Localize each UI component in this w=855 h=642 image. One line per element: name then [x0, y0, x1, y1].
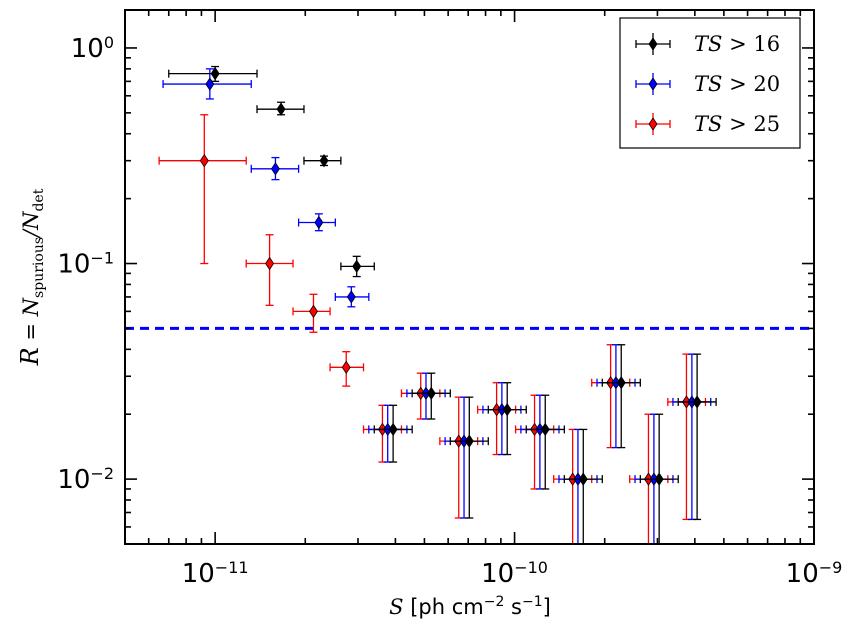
y-label-eq: = N: [19, 297, 43, 347]
x-label-mid: s: [504, 595, 522, 619]
x-tick-base: 10: [481, 559, 514, 589]
data-point: [616, 375, 626, 390]
legend-label: TS > 16: [694, 32, 780, 56]
data-point: [270, 162, 280, 176]
legend-label-ts: TS: [694, 112, 722, 136]
data-point: [210, 66, 220, 81]
x-label-end: ]: [543, 595, 551, 619]
y-tick-exp: −2: [90, 464, 114, 483]
series-ts16: [168, 65, 717, 544]
data-point: [346, 290, 356, 304]
x-label-var: S: [389, 595, 403, 619]
legend-label-threshold: > 20: [722, 72, 780, 96]
data-point: [692, 395, 702, 409]
data-point: [464, 434, 474, 448]
data-point: [540, 422, 550, 437]
x-tick-label: 10−9: [786, 558, 843, 590]
x-tick-label: 10−10: [481, 558, 548, 590]
y-label-sub-det: det: [31, 188, 47, 211]
y-tick-base: 10: [57, 465, 90, 495]
data-point: [341, 360, 351, 375]
series-ts20: [162, 68, 712, 544]
legend-label-ts: TS: [694, 32, 722, 56]
x-tick-exp: −11: [215, 558, 249, 577]
x-label-units: [ph cm: [404, 595, 484, 619]
legend-entry: TS > 20: [635, 72, 780, 96]
data-point: [578, 472, 588, 486]
data-point: [276, 102, 286, 116]
legend-entry: TS > 25: [635, 112, 780, 136]
legend-marker: [648, 37, 658, 51]
y-tick-exp: 0: [104, 32, 114, 51]
data-point: [352, 259, 362, 274]
data-point: [199, 153, 209, 168]
data-point: [654, 472, 664, 486]
y-axis-label: R = Nspurious/Ndet: [16, 188, 47, 366]
y-label-slash: /N: [19, 211, 43, 239]
data-point: [314, 215, 324, 230]
data-point: [319, 153, 329, 168]
data-point: [426, 386, 436, 401]
y-tick-label: 100: [71, 32, 114, 64]
x-tick-exp: −9: [819, 558, 843, 577]
x-tick-base: 10: [182, 559, 215, 589]
y-tick-exp: −1: [90, 248, 114, 267]
y-label-script: R: [16, 347, 44, 366]
x-label-exp2: −1: [522, 594, 543, 610]
y-tick-base: 10: [71, 34, 104, 64]
data-point: [388, 422, 398, 437]
y-label-sub-spurious: spurious: [31, 237, 47, 298]
legend-label-ts: TS: [694, 72, 722, 96]
data-point: [308, 304, 318, 319]
data-point: [502, 402, 512, 417]
y-tick-label: 10−2: [57, 464, 114, 496]
plot-frame: [124, 9, 815, 545]
y-tick-label: 10−1: [57, 248, 114, 280]
x-label-exp: −2: [484, 594, 505, 610]
x-tick-label: 10−11: [182, 558, 249, 590]
legend-marker: [648, 77, 658, 91]
x-axis-label: S [ph cm−2 s−1]: [389, 594, 551, 619]
x-tick-base: 10: [786, 559, 819, 589]
x-tick-exp: −10: [514, 558, 548, 577]
legend-label-threshold: > 16: [722, 32, 780, 56]
legend-label-threshold: > 25: [722, 112, 780, 136]
legend-label: TS > 20: [694, 72, 780, 96]
data-point: [265, 256, 275, 271]
legend-marker: [648, 117, 658, 131]
y-tick-base: 10: [57, 250, 90, 280]
legend-entry: TS > 16: [635, 32, 780, 56]
svg-text:R = Nspurious/Ndet: R = Nspurious/Ndet: [16, 188, 47, 366]
legend-label: TS > 25: [694, 112, 780, 136]
